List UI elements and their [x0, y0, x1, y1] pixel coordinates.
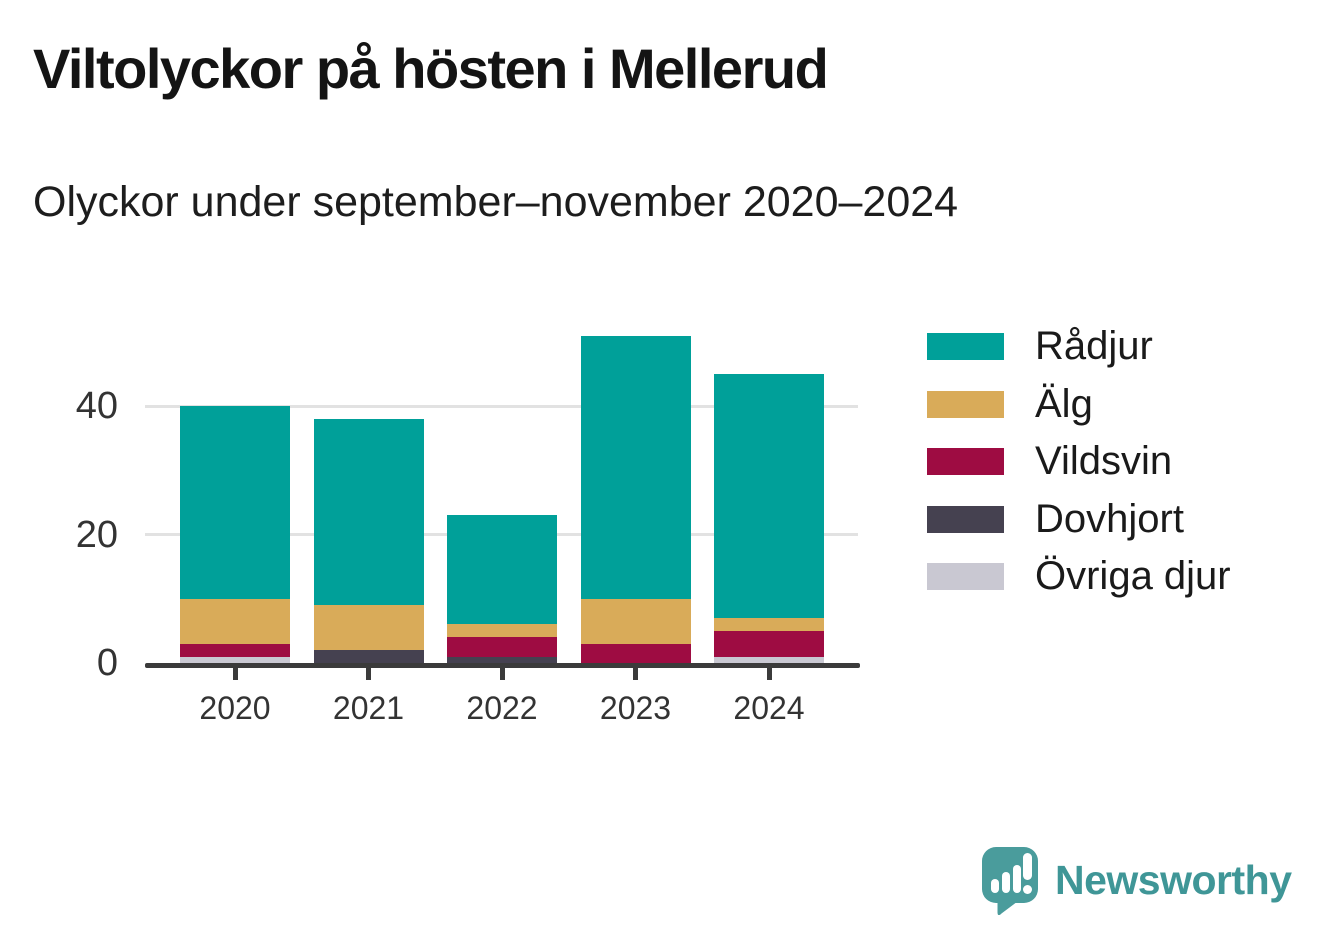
legend-swatch-Rådjur	[927, 333, 1004, 360]
legend-label-Rådjur: Rådjur	[1035, 324, 1153, 368]
legend-label-Älg: Älg	[1035, 381, 1093, 426]
bar-segment-2021-Dovhjort	[313, 650, 424, 663]
legend-item-Vildsvin: Vildsvin	[927, 439, 1173, 484]
x-axis-tick-label-2023: 2023	[599, 690, 672, 726]
legend-swatch-Dovhjort	[927, 505, 1004, 533]
legend-swatch-Övriga djur	[927, 563, 1004, 591]
bar-segment-2023-Rådjur	[580, 335, 691, 599]
bar-segment-2023-Älg	[580, 598, 691, 644]
bar-segment-2024-Rådjur	[714, 374, 824, 619]
bar-segment-2024-Vildsvin	[714, 630, 824, 657]
bar-segment-2022-Rådjur	[447, 515, 557, 625]
legend-swatch-Älg	[927, 390, 1004, 418]
x-axis-tick-2024	[766, 668, 772, 680]
y-axis-tick-label: 0	[96, 642, 118, 684]
newsworthy-wordmark: Newsworthy	[1055, 856, 1292, 903]
chart-subtitle: Olyckor under september–november 2020–20…	[33, 178, 959, 226]
y-axis-tick-label: 20	[75, 513, 118, 556]
x-axis-tick-2022	[499, 668, 505, 680]
chart-title: Viltolyckor på hösten i Mellerud	[33, 37, 829, 100]
newsworthy-logo-icon	[982, 847, 1038, 915]
x-axis-tick-label-2021: 2021	[332, 690, 405, 726]
x-axis-tick-2020	[232, 668, 238, 680]
x-axis-tick-2023	[633, 668, 638, 680]
x-axis-tick-label-2020: 2020	[199, 690, 271, 726]
legend-swatch-Vildsvin	[927, 448, 1004, 476]
legend-label-Dovhjort: Dovhjort	[1035, 496, 1184, 541]
bar-segment-2020-Rådjur	[180, 406, 290, 599]
legend-label-Övriga djur: Övriga djur	[1035, 554, 1231, 599]
x-axis-tick-2021	[366, 668, 371, 680]
x-axis-line	[145, 663, 860, 668]
bar-segment-2020-Älg	[180, 598, 290, 644]
bar-segment-2023-Vildsvin	[580, 643, 691, 663]
x-axis-tick-label-2022: 2022	[466, 690, 538, 726]
newsworthy-branding: Newsworthy	[975, 845, 1292, 915]
legend-item-Älg: Älg	[927, 381, 1093, 426]
bar-segment-2020-Vildsvin	[180, 643, 290, 657]
bar-segment-2024-Övriga djur	[714, 656, 824, 663]
bar-segment-2022-Dovhjort	[447, 656, 557, 663]
y-axis-tick-label: 40	[75, 385, 118, 428]
legend-item-Dovhjort: Dovhjort	[927, 496, 1184, 541]
gridline-y-40	[145, 404, 858, 408]
bar-segment-2021-Rådjur	[313, 419, 424, 606]
bar-segment-2020-Övriga djur	[180, 656, 290, 663]
bar-segment-2022-Vildsvin	[447, 637, 557, 657]
bar-segment-2022-Älg	[447, 624, 557, 638]
legend-label-Vildsvin: Vildsvin	[1035, 439, 1173, 484]
x-axis-tick-label-2024: 2024	[733, 690, 805, 726]
bar-segment-2024-Älg	[714, 618, 824, 631]
bar-segment-2021-Älg	[313, 605, 424, 651]
legend-item-Rådjur: Rådjur	[927, 324, 1153, 368]
legend-item-Övriga djur: Övriga djur	[927, 554, 1231, 599]
